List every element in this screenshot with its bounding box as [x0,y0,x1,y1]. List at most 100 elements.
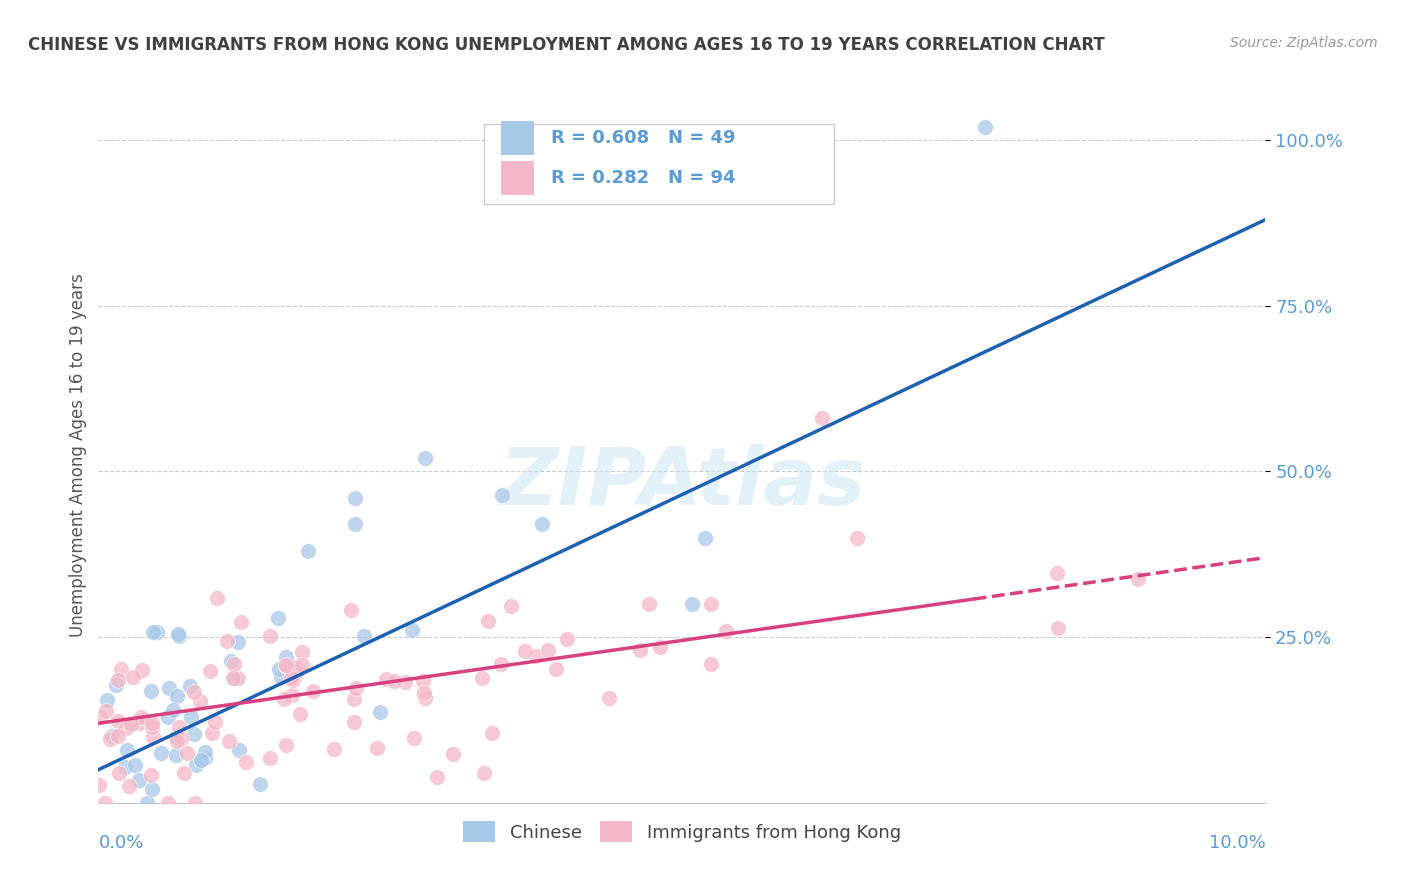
Point [259,751,281,765]
Point [94,704,117,718]
Point [201,725,224,739]
Point [101,729,124,743]
Point [107,673,129,687]
Text: 0.0%: 0.0% [98,834,143,852]
Point [524,648,547,663]
Point [159,681,181,695]
Text: R = 0.282   N = 94: R = 0.282 N = 94 [551,169,735,187]
Point [1046,566,1069,581]
Y-axis label: Unemployment Among Ages 16 to 19 years: Unemployment Among Ages 16 to 19 years [69,273,87,637]
Point [184,796,207,810]
Point [491,488,513,502]
Point [344,491,367,505]
Point [136,796,159,810]
Point [681,597,703,611]
Point [219,654,242,668]
Point [598,691,620,706]
Point [98,731,121,746]
Point [648,640,671,654]
Point [110,662,132,676]
Point [224,671,246,685]
Point [489,657,512,671]
Point [344,517,367,532]
Point [114,760,136,774]
Point [546,662,568,676]
Point [120,717,142,731]
Text: 10.0%: 10.0% [1209,834,1265,852]
Point [284,660,307,674]
Point [401,624,423,638]
Point [537,643,560,657]
Point [165,730,187,744]
Point [700,657,723,671]
Point [425,770,447,784]
Point [141,720,163,734]
Point [89,709,111,723]
Point [274,649,297,664]
Point [190,694,212,708]
Point [222,657,245,672]
Point [87,778,110,792]
Point [394,675,416,690]
Bar [501,121,534,155]
Point [637,597,659,611]
Point [108,766,131,780]
Point [288,706,311,721]
Point [190,753,212,767]
Point [194,745,217,759]
Point [226,672,249,686]
Point [166,689,188,703]
Point [222,672,245,686]
Point [142,625,165,640]
Point [273,692,295,706]
Point [366,741,388,756]
Point [343,692,366,706]
Point [281,673,304,688]
Point [297,544,319,558]
Point [118,780,141,794]
Point [96,693,118,707]
Point [412,674,434,689]
Point [176,746,198,760]
Point [150,746,173,760]
Point [204,714,226,729]
Point [115,743,138,757]
Point [323,741,346,756]
Point [555,632,578,647]
Point [180,709,202,723]
Point [162,703,184,717]
Text: ZIPAtlas: ZIPAtlas [499,443,865,522]
Point [291,645,314,659]
Point [169,731,191,746]
Point [628,643,651,657]
Legend: Chinese, Immigrants from Hong Kong: Chinese, Immigrants from Hong Kong [456,814,908,849]
Point [157,710,180,724]
Point [128,773,150,788]
Point [368,706,391,720]
Point [107,714,129,728]
Point [340,603,363,617]
Point [1047,621,1070,635]
Point [471,672,494,686]
Point [139,684,162,698]
Point [404,731,426,745]
Point [472,765,495,780]
Point [412,686,434,700]
Point [811,411,834,425]
Point [167,629,190,643]
Point [217,634,239,648]
Point [218,734,240,748]
Point [235,756,257,770]
Point [198,664,221,678]
Point [183,727,205,741]
Point [441,747,464,761]
Point [375,672,398,686]
Point [287,663,309,677]
Point [267,611,290,625]
Point [228,742,250,756]
Point [142,730,165,744]
Point [281,688,304,702]
Point [194,751,217,765]
Point [131,663,153,677]
Point [115,721,138,735]
